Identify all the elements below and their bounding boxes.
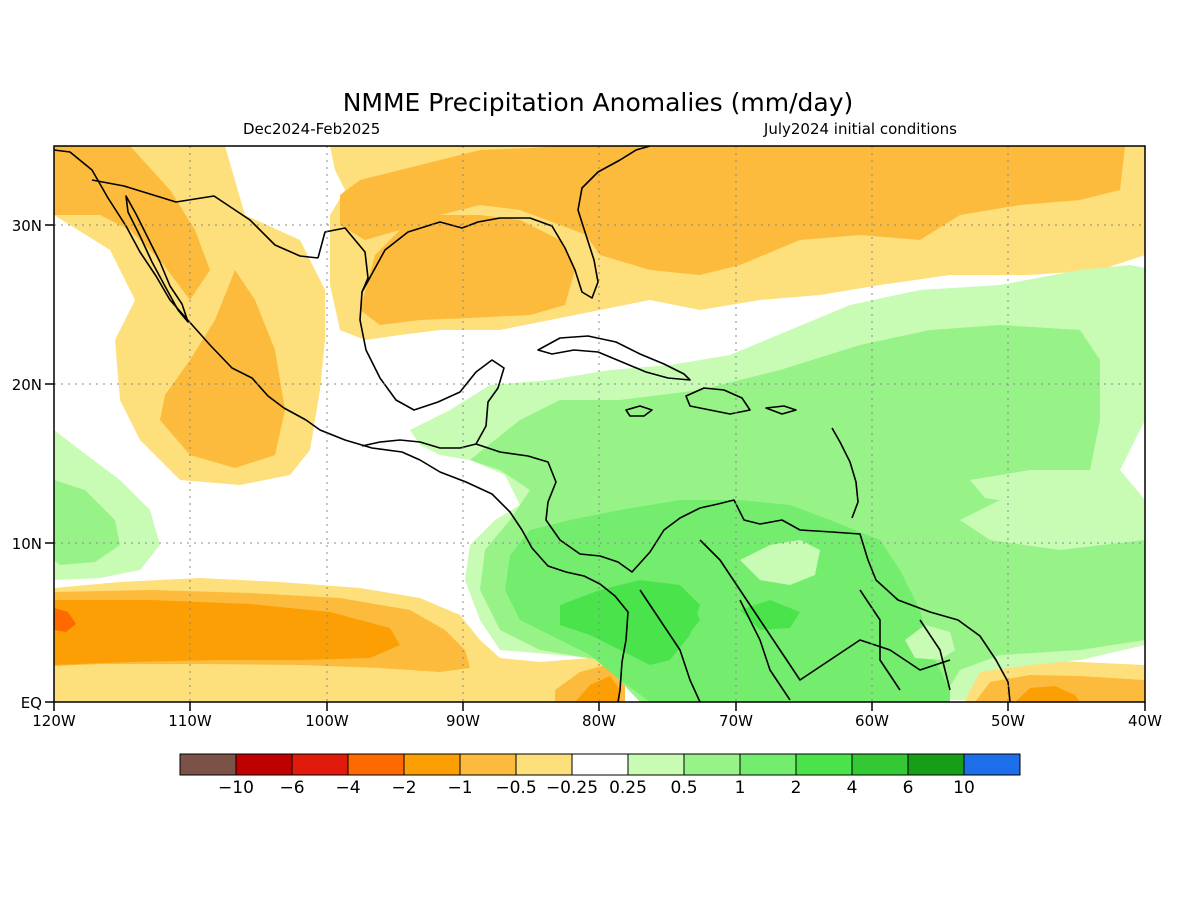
lon-label-80: 80W	[582, 712, 616, 730]
forecast-period: Dec2024-Feb2025	[243, 120, 380, 138]
map-title: NMME Precipitation Anomalies (mm/day)	[343, 88, 854, 117]
us-mexico-border	[91, 179, 319, 259]
color-bar: −10 −6 −4 −2 −1 −0.5 −0.25 0.25 0.5 1 2 4 6 10	[179, 753, 1021, 798]
color-bar-label: −0.25	[546, 778, 598, 798]
atlantic-dry-core	[575, 146, 1125, 275]
lat-label-eq: EQ	[21, 694, 42, 712]
lat-label-10: 10N	[12, 535, 42, 553]
galapagos-deep-dry	[575, 676, 620, 702]
south-america-borders	[639, 589, 951, 702]
color-bar-label: 0.5	[670, 778, 697, 798]
lat-tick-10: 10N	[12, 535, 54, 553]
lon-tick-110: 110W	[168, 702, 212, 730]
us-gulf-coast	[317, 146, 651, 299]
color-bar-label: −2	[391, 778, 416, 798]
color-bar-label: −4	[335, 778, 360, 798]
lon-label-40: 40W	[1128, 712, 1162, 730]
jamaica-island	[625, 405, 653, 417]
mexico-pacific-coast	[54, 149, 629, 702]
color-bar-label: 2	[791, 778, 802, 798]
color-bar-label: 1	[735, 778, 746, 798]
lat-tick-20: 20N	[12, 376, 54, 394]
lat-label-20: 20N	[12, 376, 42, 394]
color-bar-swatch	[459, 753, 517, 776]
graticule	[54, 146, 1145, 702]
coastlines	[54, 146, 1011, 702]
lon-tick-90: 90W	[446, 702, 480, 730]
latitude-axis: 30N 20N 10N EQ	[12, 217, 54, 712]
color-bar-swatch	[795, 753, 853, 776]
atlantic-light-wet-lens	[970, 470, 1110, 505]
color-bar-swatch	[235, 753, 293, 776]
lon-tick-40: 40W	[1128, 702, 1162, 730]
lon-label-100: 100W	[305, 712, 349, 730]
lon-tick-80: 80W	[582, 702, 616, 730]
lon-tick-70: 70W	[719, 702, 753, 730]
color-bar-swatch	[347, 753, 405, 776]
color-bar-swatch	[963, 753, 1021, 776]
gulf-of-mexico-dry-core	[360, 215, 575, 325]
longitude-axis: 120W 110W 100W 90W 80W 70W 60W 50W	[32, 702, 1162, 730]
lesser-antilles	[831, 427, 859, 519]
colombia-deep-wet-east	[740, 600, 800, 630]
venezuela-light-wet-lens	[740, 540, 820, 585]
puerto-rico-island	[765, 405, 797, 415]
lat-tick-30: 30N	[12, 217, 54, 235]
color-bar-swatch	[571, 753, 629, 776]
yucatan-peninsula	[359, 291, 505, 449]
lon-tick-120: 120W	[32, 702, 76, 730]
lon-label-110: 110W	[168, 712, 212, 730]
lon-tick-60: 60W	[855, 702, 889, 730]
equatorial-pacific-red-spot	[54, 608, 76, 632]
color-bar-label: 0.25	[609, 778, 647, 798]
color-bar-label: 4	[847, 778, 858, 798]
lon-label-60: 60W	[855, 712, 889, 730]
central-america-caribbean-coast	[475, 443, 1011, 702]
lat-label-30: 30N	[12, 217, 42, 235]
color-bar-swatch	[851, 753, 909, 776]
hispaniola-island	[685, 387, 751, 415]
north-brazil-deep-dry	[1015, 686, 1080, 702]
colombia-deep-wet-center	[640, 585, 700, 645]
color-bar-label: −0.5	[495, 778, 536, 798]
lon-label-120: 120W	[32, 712, 76, 730]
lat-tick-eq: EQ	[21, 694, 54, 712]
dry-anomaly-shading	[54, 146, 1145, 702]
baja-coast-dry-core	[54, 146, 210, 300]
northern-south-america-rivers	[699, 539, 951, 681]
equatorial-pacific-deep-dry	[54, 600, 400, 665]
cuba-island	[537, 335, 691, 381]
lon-label-70: 70W	[719, 712, 753, 730]
color-bar-label: 6	[903, 778, 914, 798]
lon-label-50: 50W	[991, 712, 1025, 730]
baja-california	[125, 195, 189, 323]
eastern-pacific-wet-core	[54, 480, 120, 565]
mexico-inner-dry-core	[160, 270, 285, 468]
central-america-strong-wet	[505, 500, 950, 702]
color-bar-swatch	[179, 753, 237, 776]
color-bar-swatch	[907, 753, 965, 776]
color-bar-swatch	[683, 753, 741, 776]
lon-label-90: 90W	[446, 712, 480, 730]
color-bar-label: 10	[953, 778, 975, 798]
color-bar-labels: −10 −6 −4 −2 −1 −0.5 −0.25 0.25 0.5 1 2 4 6 10	[218, 778, 975, 798]
guiana-light-wet-lens	[905, 625, 955, 660]
map-panel	[54, 146, 1145, 702]
color-bar-swatch	[403, 753, 461, 776]
lon-tick-100: 100W	[305, 702, 349, 730]
color-bar-swatch	[291, 753, 349, 776]
color-bar-swatch	[627, 753, 685, 776]
color-bar-label: −1	[447, 778, 472, 798]
initial-conditions: July2024 initial conditions	[763, 120, 957, 138]
color-bar-label: −6	[279, 778, 304, 798]
color-bar-swatch	[515, 753, 573, 776]
wet-anomaly-shading	[54, 265, 1145, 702]
color-bar-label: −10	[218, 778, 254, 798]
color-bar-swatch	[739, 753, 797, 776]
lon-tick-50: 50W	[991, 702, 1025, 730]
color-bar-swatches	[179, 753, 1021, 776]
